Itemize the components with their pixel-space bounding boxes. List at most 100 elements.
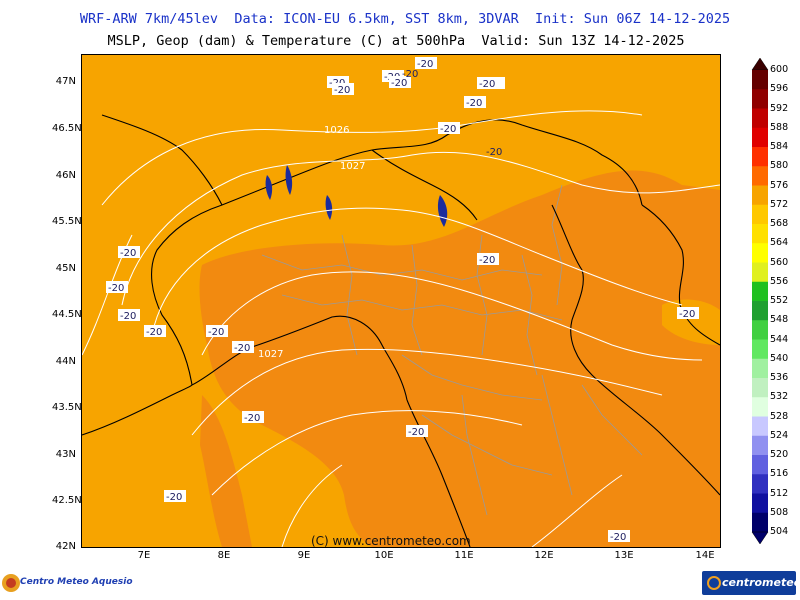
lon-label: 11E <box>454 550 474 561</box>
colorbar-label: 560 <box>770 256 789 268</box>
colorbar-segment <box>752 474 768 494</box>
lat-label: 44.5N <box>52 309 82 320</box>
colorbar-segment <box>752 512 768 533</box>
lat-label: 45N <box>55 263 76 274</box>
colorbar-segment <box>752 108 768 129</box>
colorbar-label: 592 <box>770 102 789 114</box>
lon-label: 9E <box>297 550 311 561</box>
colorbar-label: 588 <box>770 121 789 133</box>
colorbar-label: 580 <box>770 160 789 172</box>
lat-label: 44N <box>55 356 76 367</box>
lat-label: 46N <box>55 170 76 181</box>
colorbar-label: 544 <box>770 333 789 345</box>
colorbar-label: 516 <box>770 468 789 480</box>
temp-label: -20 <box>108 283 124 294</box>
colorbar-segment <box>752 70 768 90</box>
temp-label: -20 <box>146 327 162 338</box>
colorbar-label: 508 <box>770 506 789 518</box>
centro-meteo-aquesio-logo <box>2 574 20 592</box>
weather-map: -20 -20 -20 -20 -20 -20 -20 -20 -20 -20 … <box>81 54 721 548</box>
geop-fill-576-b <box>662 299 720 345</box>
colorbar-segment <box>752 147 768 167</box>
chart-title-line1: WRF-ARW 7km/45lev Data: ICON-EU 6.5km, S… <box>79 11 731 27</box>
lat-label: 45.5N <box>52 216 82 227</box>
colorbar-segment <box>752 224 768 244</box>
temp-label: -20 <box>120 311 136 322</box>
lat-label: 43.5N <box>52 402 82 413</box>
chart-title-line2: MSLP, Geop (dam) & Temperature (C) at 50… <box>107 33 685 49</box>
temp-label: -20 <box>479 255 495 266</box>
colorbar-segment <box>752 243 768 263</box>
colorbar-segment <box>752 166 768 186</box>
colorbar-label: 572 <box>770 198 789 210</box>
colorbar-label: 564 <box>770 237 789 249</box>
temp-label: -20 <box>234 343 250 354</box>
colorbar-segment <box>752 89 768 109</box>
lakes <box>265 165 448 227</box>
colorbar-segment <box>752 185 768 206</box>
colorbar-segment <box>752 416 768 437</box>
temp-label: -20 <box>486 147 502 158</box>
lon-label: 12E <box>534 550 554 561</box>
temp-label: -20 <box>166 492 182 503</box>
colorbar-label: 540 <box>770 352 789 364</box>
temp-label: -20 <box>479 79 495 90</box>
colorbar-label: 600 <box>770 64 789 75</box>
temp-label: -20 <box>402 69 418 80</box>
lat-label: 47N <box>55 76 76 87</box>
isobar-label: 1027 <box>258 349 283 360</box>
lat-label: 42N <box>55 541 76 552</box>
temp-label: -20 <box>244 413 260 424</box>
lon-label: 14E <box>695 550 715 561</box>
lat-label: 43N <box>55 449 76 460</box>
centrometeo-logo <box>702 571 796 595</box>
colorbar-segment <box>752 455 768 475</box>
temp-label: -20 <box>120 248 136 259</box>
colorbar-segment <box>752 493 768 514</box>
lon-label: 13E <box>614 550 634 561</box>
colorbar-segment <box>752 358 768 379</box>
lon-label: 7E <box>137 550 151 561</box>
colorbar-label: 576 <box>770 179 789 191</box>
colorbar-segment <box>752 435 768 456</box>
lon-label: 10E <box>374 550 394 561</box>
isobar-label: 1026 <box>324 125 349 136</box>
logo-right-text: centrometeo <box>722 576 800 589</box>
colorbar-label: 596 <box>770 83 789 95</box>
colorbar-label: 524 <box>770 429 789 441</box>
colorbar-label: 520 <box>770 449 789 460</box>
geop-fill-576-c <box>200 395 252 547</box>
colorbar-arrow-top <box>751 58 769 71</box>
temp-label: -20 <box>334 85 350 96</box>
temp-label: -20 <box>610 532 626 543</box>
temp-label: -20 <box>408 427 424 438</box>
colorbar-segment <box>752 204 768 225</box>
logo-left-text: Centro Meteo Aquesio <box>20 577 133 587</box>
colorbar-label: 552 <box>770 295 789 306</box>
temp-label: -20 <box>440 124 456 135</box>
isobar-label: 1027 <box>340 161 365 172</box>
province-borders <box>261 184 643 516</box>
colorbar-segment <box>752 378 768 398</box>
centrometeo-logo-icon <box>707 576 721 590</box>
isobars <box>82 110 720 547</box>
colorbar-segment <box>752 339 768 360</box>
colorbar-label: 504 <box>770 526 789 537</box>
geop-fill-576 <box>199 170 720 547</box>
colorbar-label: 512 <box>770 487 789 499</box>
colorbar-segment <box>752 262 768 283</box>
colorbar-segment <box>752 127 768 148</box>
temp-label: -20 <box>391 78 407 89</box>
coastlines <box>82 114 720 547</box>
isobar-labels: 1026 1027 1027 <box>258 125 365 360</box>
temp-label: -20 <box>466 98 482 109</box>
colorbar-segment <box>752 301 768 321</box>
colorbar-label: 584 <box>770 141 789 152</box>
colorbar-label: 536 <box>770 372 789 383</box>
colorbar <box>751 58 769 544</box>
temp-label: -20 <box>679 309 695 320</box>
colorbar-label: 532 <box>770 391 789 403</box>
colorbar-segment <box>752 281 768 302</box>
colorbar-arrow-bottom <box>751 531 769 544</box>
colorbar-label: 568 <box>770 218 789 229</box>
